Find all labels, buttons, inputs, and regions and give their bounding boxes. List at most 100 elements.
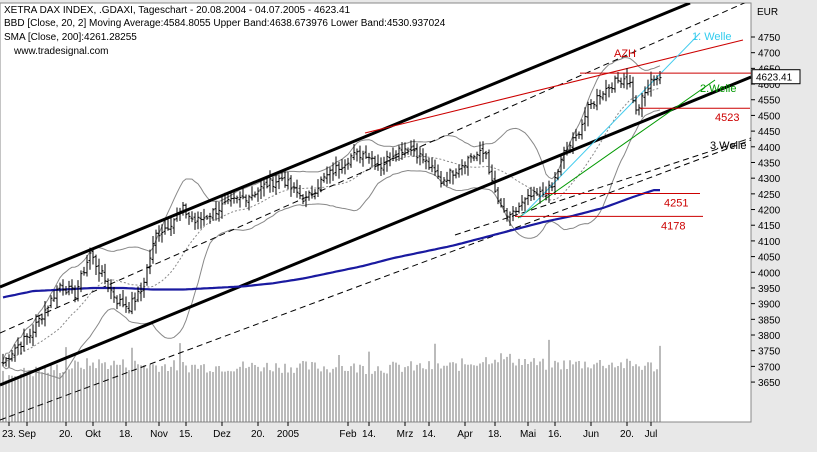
y-tick-label: 4150 (758, 221, 781, 232)
wave-label: 1. Welle (692, 31, 732, 43)
price-bar (271, 176, 275, 193)
price-bar (550, 182, 554, 192)
price-bar (334, 156, 338, 177)
price-bar (577, 131, 581, 139)
price-bar (565, 141, 569, 156)
price-bar (451, 170, 455, 185)
y-tick-label: 3750 (758, 347, 781, 358)
price-bar (628, 74, 632, 88)
price-bar (445, 171, 449, 187)
price-bar (25, 333, 29, 345)
watermark: www.tradesignal.com (13, 46, 108, 57)
price-bar (295, 179, 299, 198)
price-bar (106, 278, 110, 293)
price-bar (103, 263, 107, 285)
price-bar (49, 295, 53, 309)
wave-label: AZH (614, 48, 636, 60)
x-tick-label: Mai (520, 429, 536, 440)
y-tick-label: 4750 (758, 33, 781, 44)
price-bar (118, 293, 122, 307)
price-bar (136, 286, 140, 303)
price-bar (163, 220, 167, 235)
second-wave-line (517, 79, 716, 219)
price-bar (286, 172, 290, 190)
price-bar (484, 150, 488, 160)
price-bar (19, 341, 23, 355)
price-bar (412, 139, 416, 157)
price-bar (238, 191, 242, 208)
price-bar (505, 207, 509, 222)
price-bar (358, 145, 362, 164)
trend-lines (0, 3, 751, 421)
price-bar (463, 161, 467, 175)
level-label: 4523 (715, 112, 739, 124)
x-tick-label: Feb (339, 429, 357, 440)
resistance-line (364, 39, 744, 134)
price-bar (331, 162, 335, 181)
price-bar (154, 229, 158, 254)
price-bar (379, 157, 383, 176)
price-bar (655, 75, 659, 86)
price-bar (604, 79, 608, 102)
price-bar (325, 166, 329, 184)
price-bar (217, 201, 221, 222)
last-price-box (751, 69, 801, 85)
price-bar (454, 168, 458, 179)
level-label: 4251 (664, 198, 688, 210)
volume-bars (2, 339, 661, 422)
x-tick-label: Okt (85, 429, 101, 440)
price-bar (595, 88, 599, 111)
price-bar (529, 186, 533, 202)
price-bar (253, 191, 257, 198)
price-bar (187, 211, 191, 225)
price-bar (130, 291, 134, 315)
price-bar (460, 159, 464, 176)
price-bar (283, 170, 287, 188)
first-wave-line (519, 32, 701, 219)
last-price-label: 4623.41 (756, 73, 793, 84)
price-bar (166, 218, 170, 231)
y-tick-label: 4050 (758, 253, 781, 264)
price-bar (367, 152, 371, 164)
price-bar (289, 175, 293, 197)
price-bar (400, 142, 404, 160)
y-axis: 3650 3700 3750 3800 3850 3900 3950 4000 4050 4100… (751, 33, 801, 389)
price-bar (613, 75, 617, 93)
price-bar (64, 286, 68, 295)
y-tick-label: 4500 (758, 111, 781, 122)
price-bar (178, 207, 182, 222)
price-bar (499, 198, 503, 208)
x-tick-label: 14. (422, 429, 436, 440)
price-bar (172, 218, 176, 235)
price-bar (562, 146, 566, 169)
price-bar (556, 169, 560, 181)
price-bar (247, 194, 251, 211)
price-bar (469, 153, 473, 163)
price-bar (433, 159, 437, 176)
sma-200 (2, 189, 660, 299)
price-bar (34, 314, 38, 338)
price-bar (397, 145, 401, 161)
price-bar (175, 207, 179, 222)
price-bar (490, 164, 494, 184)
y-tick-label: 4250 (758, 190, 781, 201)
lower-channel-line (0, 75, 751, 387)
x-tick-label: Apr (457, 429, 473, 440)
third-wave-dashed-line (454, 137, 751, 236)
price-bar (262, 178, 266, 197)
price-bar (652, 75, 656, 86)
price-bar (67, 280, 71, 296)
price-bar (616, 71, 620, 84)
price-bar (361, 150, 365, 167)
x-tick-label: 20. (59, 429, 73, 440)
price-bar (148, 249, 152, 275)
wave-label: 2.Welle (700, 83, 736, 95)
price-bar (133, 292, 137, 311)
price-bar (241, 188, 245, 200)
price-bar (232, 189, 236, 204)
price-bar (274, 173, 278, 195)
price-bar (196, 211, 200, 230)
price-bar (547, 180, 551, 204)
price-bar (349, 153, 353, 168)
